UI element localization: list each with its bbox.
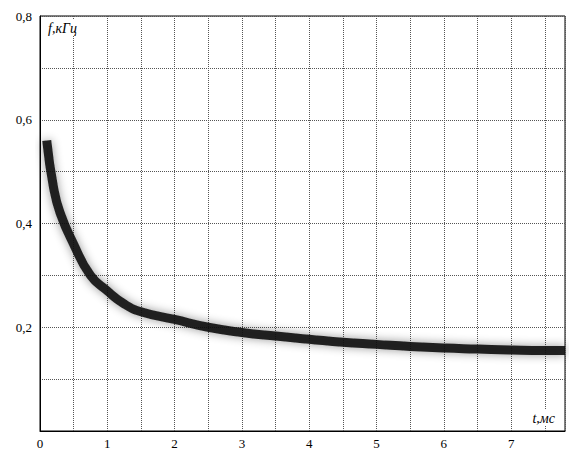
svg-text:0,6: 0,6 [16, 112, 33, 127]
svg-text:t,мс: t,мс [532, 411, 555, 426]
svg-text:4: 4 [306, 436, 313, 451]
svg-text:f,кГц: f,кГц [48, 21, 77, 36]
svg-text:7: 7 [508, 436, 515, 451]
svg-text:0,2: 0,2 [16, 320, 32, 335]
svg-text:5: 5 [373, 436, 380, 451]
svg-text:0,4: 0,4 [16, 216, 33, 231]
svg-text:6: 6 [441, 436, 448, 451]
svg-text:0: 0 [37, 436, 44, 451]
svg-text:2: 2 [171, 436, 178, 451]
svg-text:3: 3 [239, 436, 246, 451]
svg-text:0,8: 0,8 [16, 9, 32, 24]
svg-text:1: 1 [104, 436, 111, 451]
